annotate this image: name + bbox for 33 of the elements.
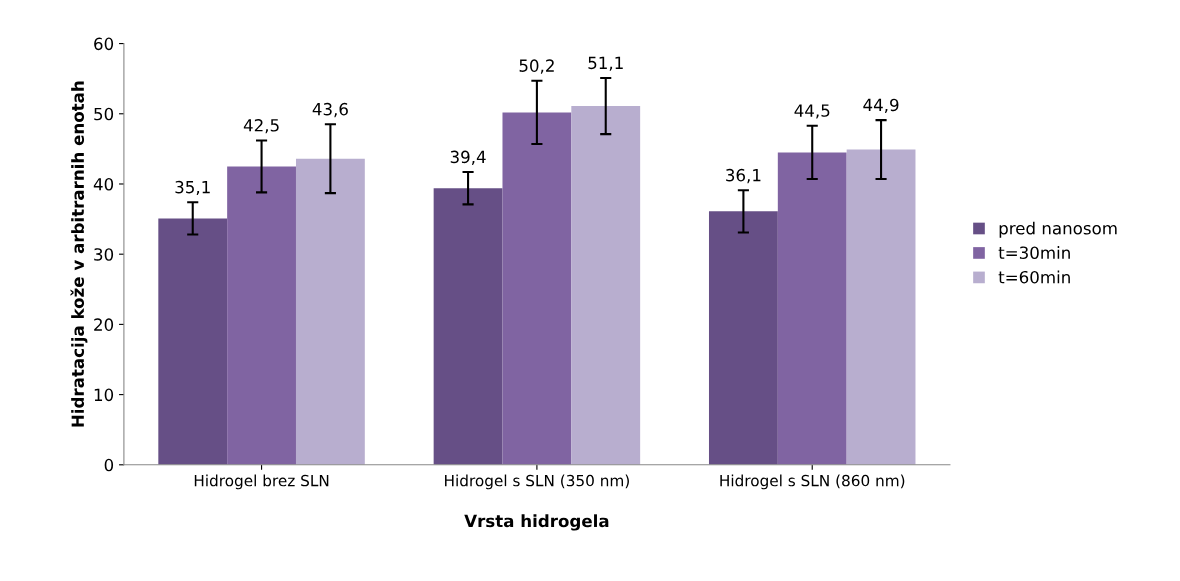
legend-label: pred nanosom bbox=[999, 221, 1117, 238]
bar bbox=[708, 211, 778, 465]
y-axis-title: Hidratacija kože v arbitrarnih enotah bbox=[70, 81, 88, 427]
legend-label: t=30min bbox=[998, 246, 1070, 260]
data-label: 44,5 bbox=[794, 104, 830, 119]
y-tick-label: 0 bbox=[104, 458, 114, 472]
data-label: 42,5 bbox=[243, 119, 279, 134]
x-axis-title: Vrsta hidrogela bbox=[464, 514, 609, 531]
data-label: 44,9 bbox=[863, 98, 899, 113]
data-label: 39,4 bbox=[450, 150, 486, 165]
data-label: 36,1 bbox=[726, 168, 761, 184]
bar bbox=[158, 218, 228, 465]
bar bbox=[571, 106, 641, 465]
legend-label: t=60min bbox=[998, 270, 1070, 284]
y-tick-label: 30 bbox=[94, 248, 114, 261]
x-tick-label: Hidrogel brez SLN bbox=[194, 474, 329, 490]
y-tick-label: 40 bbox=[93, 177, 114, 191]
bar bbox=[227, 166, 296, 465]
data-label: 43,6 bbox=[312, 102, 348, 118]
data-label: 51,1 bbox=[588, 56, 623, 71]
bar bbox=[846, 149, 916, 465]
y-tick-label: 20 bbox=[94, 318, 114, 331]
data-label: 50,2 bbox=[519, 59, 554, 74]
bar bbox=[433, 188, 503, 465]
bar bbox=[295, 158, 365, 465]
y-tick-label: 10 bbox=[94, 388, 114, 402]
bar bbox=[777, 152, 847, 465]
bar bbox=[502, 112, 572, 465]
data-label: 35,1 bbox=[175, 180, 210, 196]
y-tick-label: 60 bbox=[94, 37, 114, 51]
x-tick-label: Hidrogel s SLN (350 nm) bbox=[445, 474, 629, 490]
x-tick-label: Hidrogel s SLN (860 nm) bbox=[720, 474, 905, 490]
y-tick-label: 50 bbox=[94, 107, 114, 121]
